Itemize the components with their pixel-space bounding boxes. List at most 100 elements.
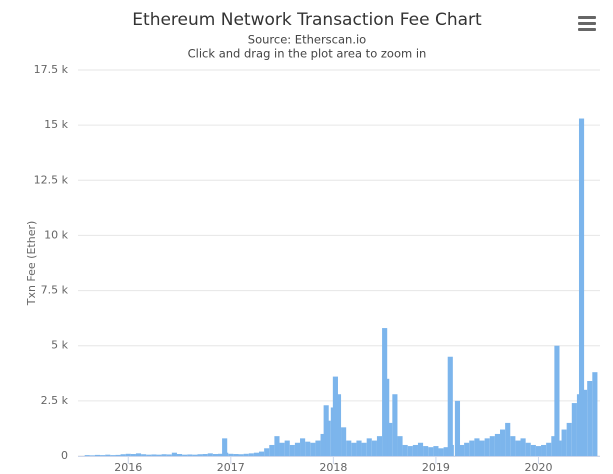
menu-bar[interactable] [578, 22, 596, 25]
bar [520, 438, 526, 456]
bar [315, 440, 321, 456]
bar [346, 440, 352, 456]
bar [115, 454, 121, 456]
bar [202, 454, 208, 456]
y-tick-label: 5 k [51, 339, 68, 352]
bar [494, 433, 501, 456]
bar [161, 454, 167, 456]
x-tick-label: 2018 [319, 461, 347, 474]
bar [305, 441, 311, 456]
bar [458, 444, 465, 456]
chart-subtitle: Click and drag in the plot area to zoom … [188, 47, 427, 61]
bar [443, 447, 449, 456]
menu-button[interactable] [578, 16, 596, 31]
bar [182, 454, 188, 456]
bar [228, 453, 234, 456]
bar [510, 436, 516, 456]
bar [130, 454, 136, 456]
bar [505, 422, 511, 456]
bar [351, 442, 357, 456]
bar [428, 447, 434, 456]
bar [197, 454, 203, 456]
bar [366, 438, 372, 456]
y-axis-label: Txn Fee (Ether) [25, 221, 38, 307]
bar [474, 438, 480, 456]
bar [554, 345, 560, 456]
bar [300, 438, 306, 456]
bar [274, 436, 280, 456]
bar [412, 444, 418, 456]
bar [464, 442, 470, 456]
bar [120, 454, 126, 456]
bar [84, 455, 90, 456]
bar [94, 454, 101, 456]
bar [141, 454, 147, 456]
bar [571, 403, 577, 456]
bar [223, 452, 229, 456]
bar [264, 448, 270, 456]
bar [376, 436, 383, 456]
bar [110, 455, 116, 456]
bar [489, 436, 495, 456]
x-tick-label: 2016 [114, 461, 142, 474]
bar [341, 427, 347, 456]
bar [397, 436, 403, 456]
bar [279, 442, 285, 456]
menu-bar[interactable] [578, 16, 596, 19]
bar [135, 453, 142, 456]
bar [238, 454, 244, 456]
bar [356, 440, 362, 456]
y-tick-label: 2.5 k [41, 394, 69, 407]
bar [402, 444, 408, 456]
bar [433, 446, 439, 456]
bar [447, 356, 453, 456]
bar [332, 376, 338, 456]
y-tick-label: 7.5 k [41, 284, 69, 297]
bar [105, 454, 111, 456]
x-tick-label: 2017 [217, 461, 245, 474]
chart-title: Ethereum Network Transaction Fee Chart [132, 10, 482, 30]
bar [335, 394, 342, 456]
bar [320, 433, 326, 456]
bar [551, 436, 557, 456]
bar [176, 454, 183, 456]
bar [361, 442, 367, 456]
menu-bar[interactable] [578, 28, 596, 31]
y-tick-label: 17.5 k [34, 63, 69, 76]
bar [592, 372, 598, 456]
bar [587, 381, 593, 456]
bar [417, 442, 424, 456]
y-tick-label: 12.5 k [34, 173, 69, 186]
bar [294, 442, 301, 456]
chart-subtitle: Source: Etherscan.io [248, 33, 366, 47]
bar [484, 438, 490, 456]
bar [222, 438, 228, 456]
bar [233, 454, 239, 456]
bar [253, 452, 260, 456]
bar [525, 442, 531, 456]
bar [166, 454, 172, 456]
bar [100, 455, 106, 456]
bar [125, 453, 131, 456]
bar [207, 453, 213, 456]
bar [146, 454, 152, 456]
bar [89, 455, 95, 456]
bar [151, 454, 157, 456]
bar [284, 440, 290, 456]
bar [248, 453, 254, 456]
bar [561, 429, 567, 456]
bar [479, 440, 485, 456]
bar [448, 444, 454, 456]
bar [187, 454, 193, 456]
bar [259, 451, 265, 456]
bar [171, 452, 177, 456]
bar [578, 118, 585, 457]
bar [469, 440, 475, 456]
bar [541, 444, 547, 456]
bar [438, 448, 444, 456]
bar [392, 394, 398, 456]
bar [325, 420, 331, 456]
bar [243, 453, 249, 456]
